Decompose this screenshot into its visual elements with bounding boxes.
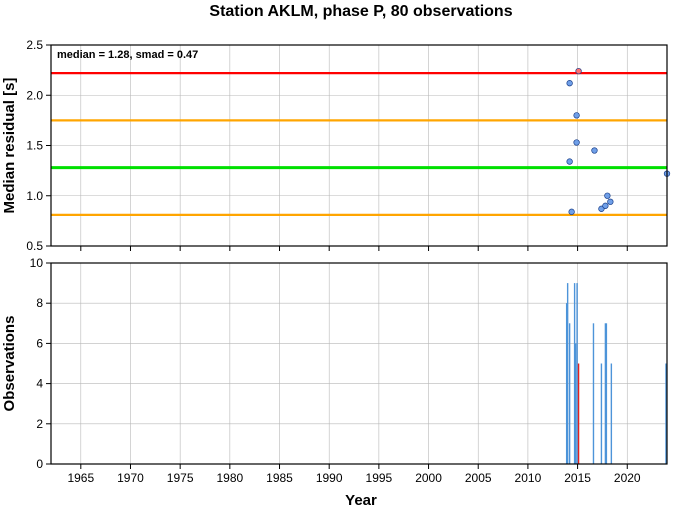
residual-point (591, 147, 598, 154)
observation-bar (600, 363, 603, 464)
x-tick-label: 1965 (67, 471, 94, 485)
y-tick-label: 4 (36, 377, 43, 391)
x-tick-label: 1975 (167, 471, 194, 485)
observation-bar (610, 363, 613, 464)
observations-ticks: 0 2 4 6 8 10 1965 1970 1975 1980 1985 1990 1995 2000 2… (30, 256, 641, 485)
outlier-point (575, 67, 582, 75)
residual-panel: 0.5 1.0 1.5 2.0 2.5 median = 1.28, smad = 0.… (1, 38, 671, 253)
x-tick-label: 1990 (316, 471, 343, 485)
observation-bar (604, 323, 607, 464)
observation-bar (605, 323, 608, 464)
residual-point (602, 202, 609, 209)
observation-bar (568, 323, 571, 464)
residual-point (566, 80, 573, 87)
observations-panel: 0 2 4 6 8 10 1965 1970 1975 1980 1985 1990 1995 2000 2… (1, 256, 668, 509)
x-tick-label: 2010 (515, 471, 542, 485)
y-tick-label: 0 (36, 457, 43, 471)
x-tick-label: 1970 (117, 471, 144, 485)
observations-bars (565, 283, 667, 464)
observation-bar (573, 283, 576, 464)
y-tick-label: 2.0 (26, 88, 43, 102)
residual-point (604, 192, 611, 199)
y-tick-label: 6 (36, 336, 43, 350)
y-tick-label: 0.5 (26, 239, 43, 253)
x-tick-label: 1995 (366, 471, 393, 485)
residual-point (573, 139, 580, 146)
residual-point (568, 208, 575, 215)
observation-bar (576, 283, 578, 464)
x-axis-label: Year (345, 492, 377, 509)
x-tick-label: 2020 (614, 471, 641, 485)
x-tick-label: 1980 (216, 471, 243, 485)
x-tick-label: 2005 (465, 471, 492, 485)
y-tick-label: 10 (30, 256, 44, 270)
x-tick-label: 2000 (415, 471, 442, 485)
y-tick-label: 2.5 (26, 38, 43, 52)
observation-bar (665, 363, 667, 464)
residual-y-axis-label: Median residual [s] (1, 78, 18, 214)
y-tick-label: 2 (36, 417, 43, 431)
residual-ticks: 0.5 1.0 1.5 2.0 2.5 (26, 38, 628, 253)
stats-annotation: median = 1.28, smad = 0.47 (57, 49, 198, 61)
residual-reference-lines (51, 72, 667, 216)
chart-title: Station AKLM, phase P, 80 observations (209, 3, 512, 20)
observation-bar (574, 343, 577, 464)
highlight-bar (577, 363, 580, 464)
observations-y-axis-label: Observations (1, 316, 18, 412)
y-tick-label: 8 (36, 296, 43, 310)
residual-point (573, 112, 580, 119)
residual-points (566, 67, 671, 215)
y-tick-label: 1.5 (26, 139, 43, 153)
observations-frame (50, 262, 668, 465)
observation-bar (565, 303, 568, 464)
y-tick-label: 1.0 (26, 189, 43, 203)
observation-bar (566, 283, 569, 464)
residual-point (607, 198, 614, 205)
residual-point (566, 158, 573, 165)
x-tick-label: 2015 (564, 471, 591, 485)
x-tick-label: 1985 (266, 471, 293, 485)
observation-bar (592, 323, 595, 464)
